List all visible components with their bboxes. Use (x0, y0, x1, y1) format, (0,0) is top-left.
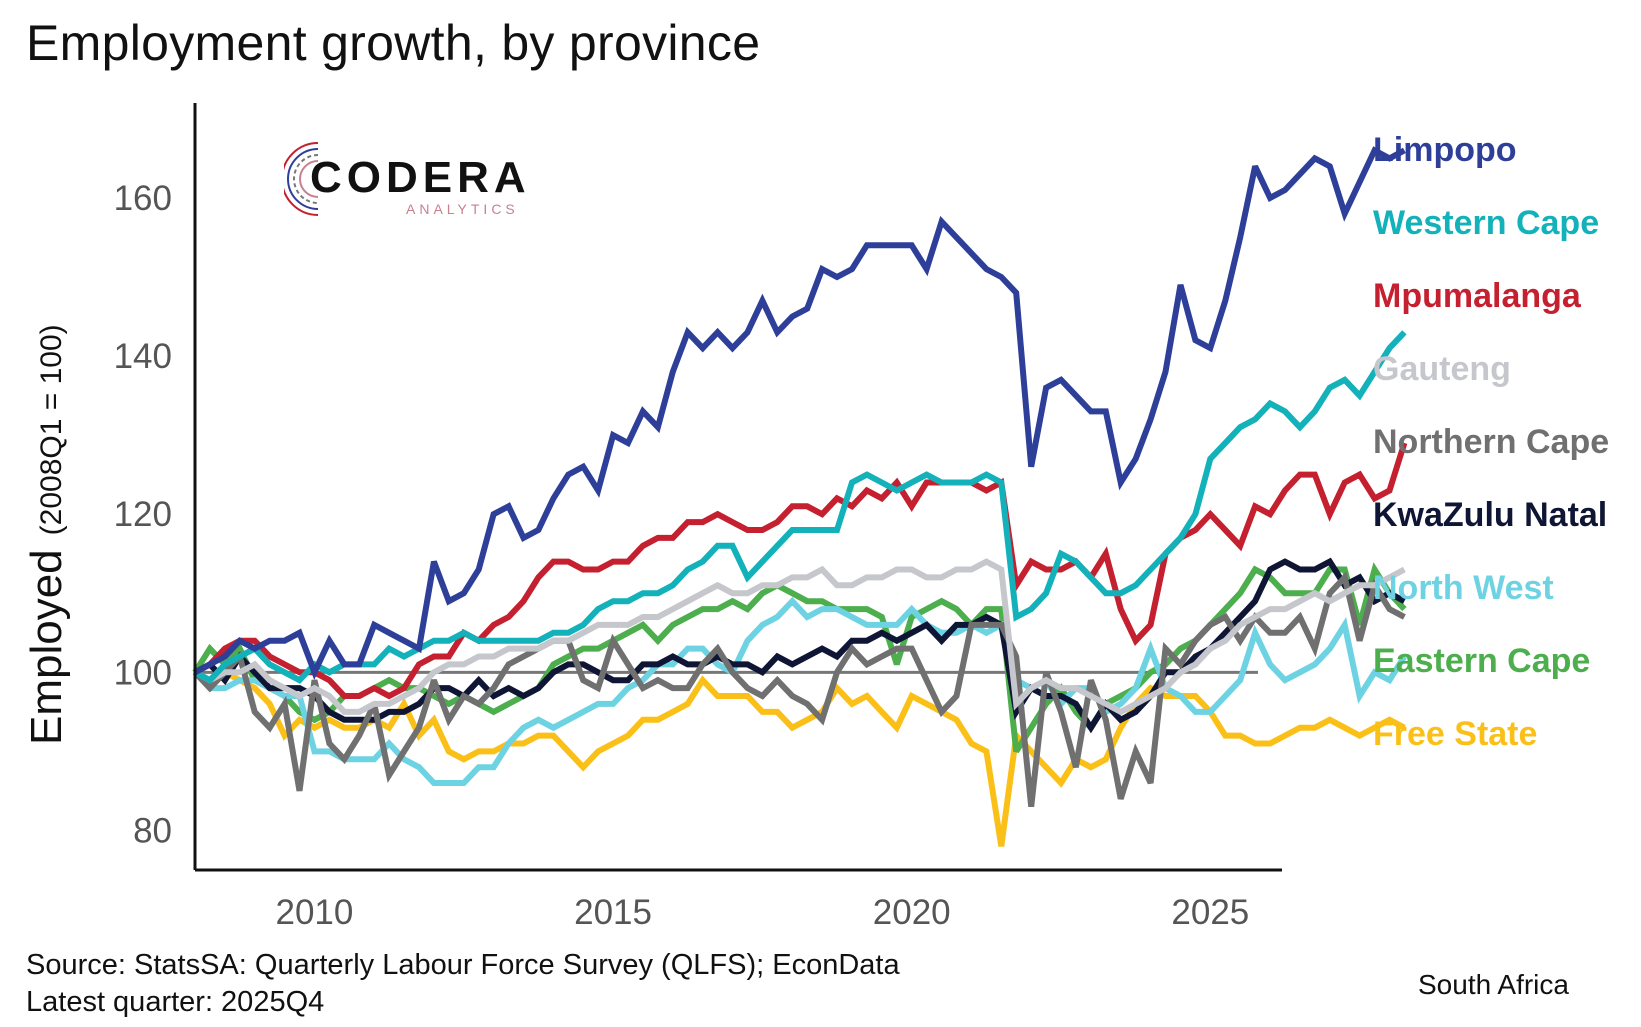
legend-item-free-state: Free State (1373, 715, 1538, 753)
legend-item-western-cape: Western Cape (1373, 204, 1600, 242)
y-axis-title: Employed (22, 549, 71, 745)
series-line-north-west (192, 596, 1407, 786)
x-tick-label: 2025 (1171, 893, 1249, 932)
chart-title: Employment growth, by province (26, 15, 761, 71)
logo-word: CODERA (310, 153, 531, 202)
legend-item-kwazulu-natal: KwaZulu Natal (1373, 496, 1608, 534)
y-tick-label: 80 (133, 811, 172, 850)
y-tick-label: 120 (114, 495, 172, 534)
y-axis-label: Employed (2008Q1 = 100) (22, 324, 72, 745)
series-line-gauteng (193, 558, 1406, 716)
series-line-western-cape (193, 330, 1407, 684)
x-tick-label: 2010 (276, 893, 354, 932)
x-tick-label: 2020 (873, 893, 951, 932)
series-line-limpopo (193, 146, 1406, 680)
series-line-mpumalanga (193, 442, 1408, 700)
codera-logo: CODERA ANALYTICS (284, 135, 544, 225)
logo-subtitle: ANALYTICS (406, 201, 519, 217)
region-label: South Africa (1418, 969, 1569, 1000)
source-note: Source: StatsSA: Quarterly Labour Force … (26, 949, 900, 981)
y-tick-label: 100 (114, 653, 172, 692)
y-tick-label: 140 (114, 337, 172, 376)
legend-item-mpumalanga: Mpumalanga (1373, 277, 1581, 315)
series-line-free-state (193, 668, 1406, 847)
legend-item-north-west: North West (1373, 569, 1554, 607)
y-tick-label: 160 (114, 179, 172, 218)
latest-quarter-note: Latest quarter: 2025Q4 (26, 986, 325, 1018)
logo-mark-icon (284, 142, 319, 216)
y-axis-subtitle: (2008Q1 = 100) (35, 324, 68, 536)
x-tick-label: 2015 (574, 893, 652, 932)
series-line-northern-cape (192, 571, 1406, 808)
legend-item-northern-cape: Northern Cape (1373, 423, 1610, 461)
legend-item-eastern-cape: Eastern Cape (1373, 642, 1591, 680)
legend-item-limpopo: Limpopo (1373, 131, 1517, 169)
legend-item-gauteng: Gauteng (1373, 350, 1511, 388)
